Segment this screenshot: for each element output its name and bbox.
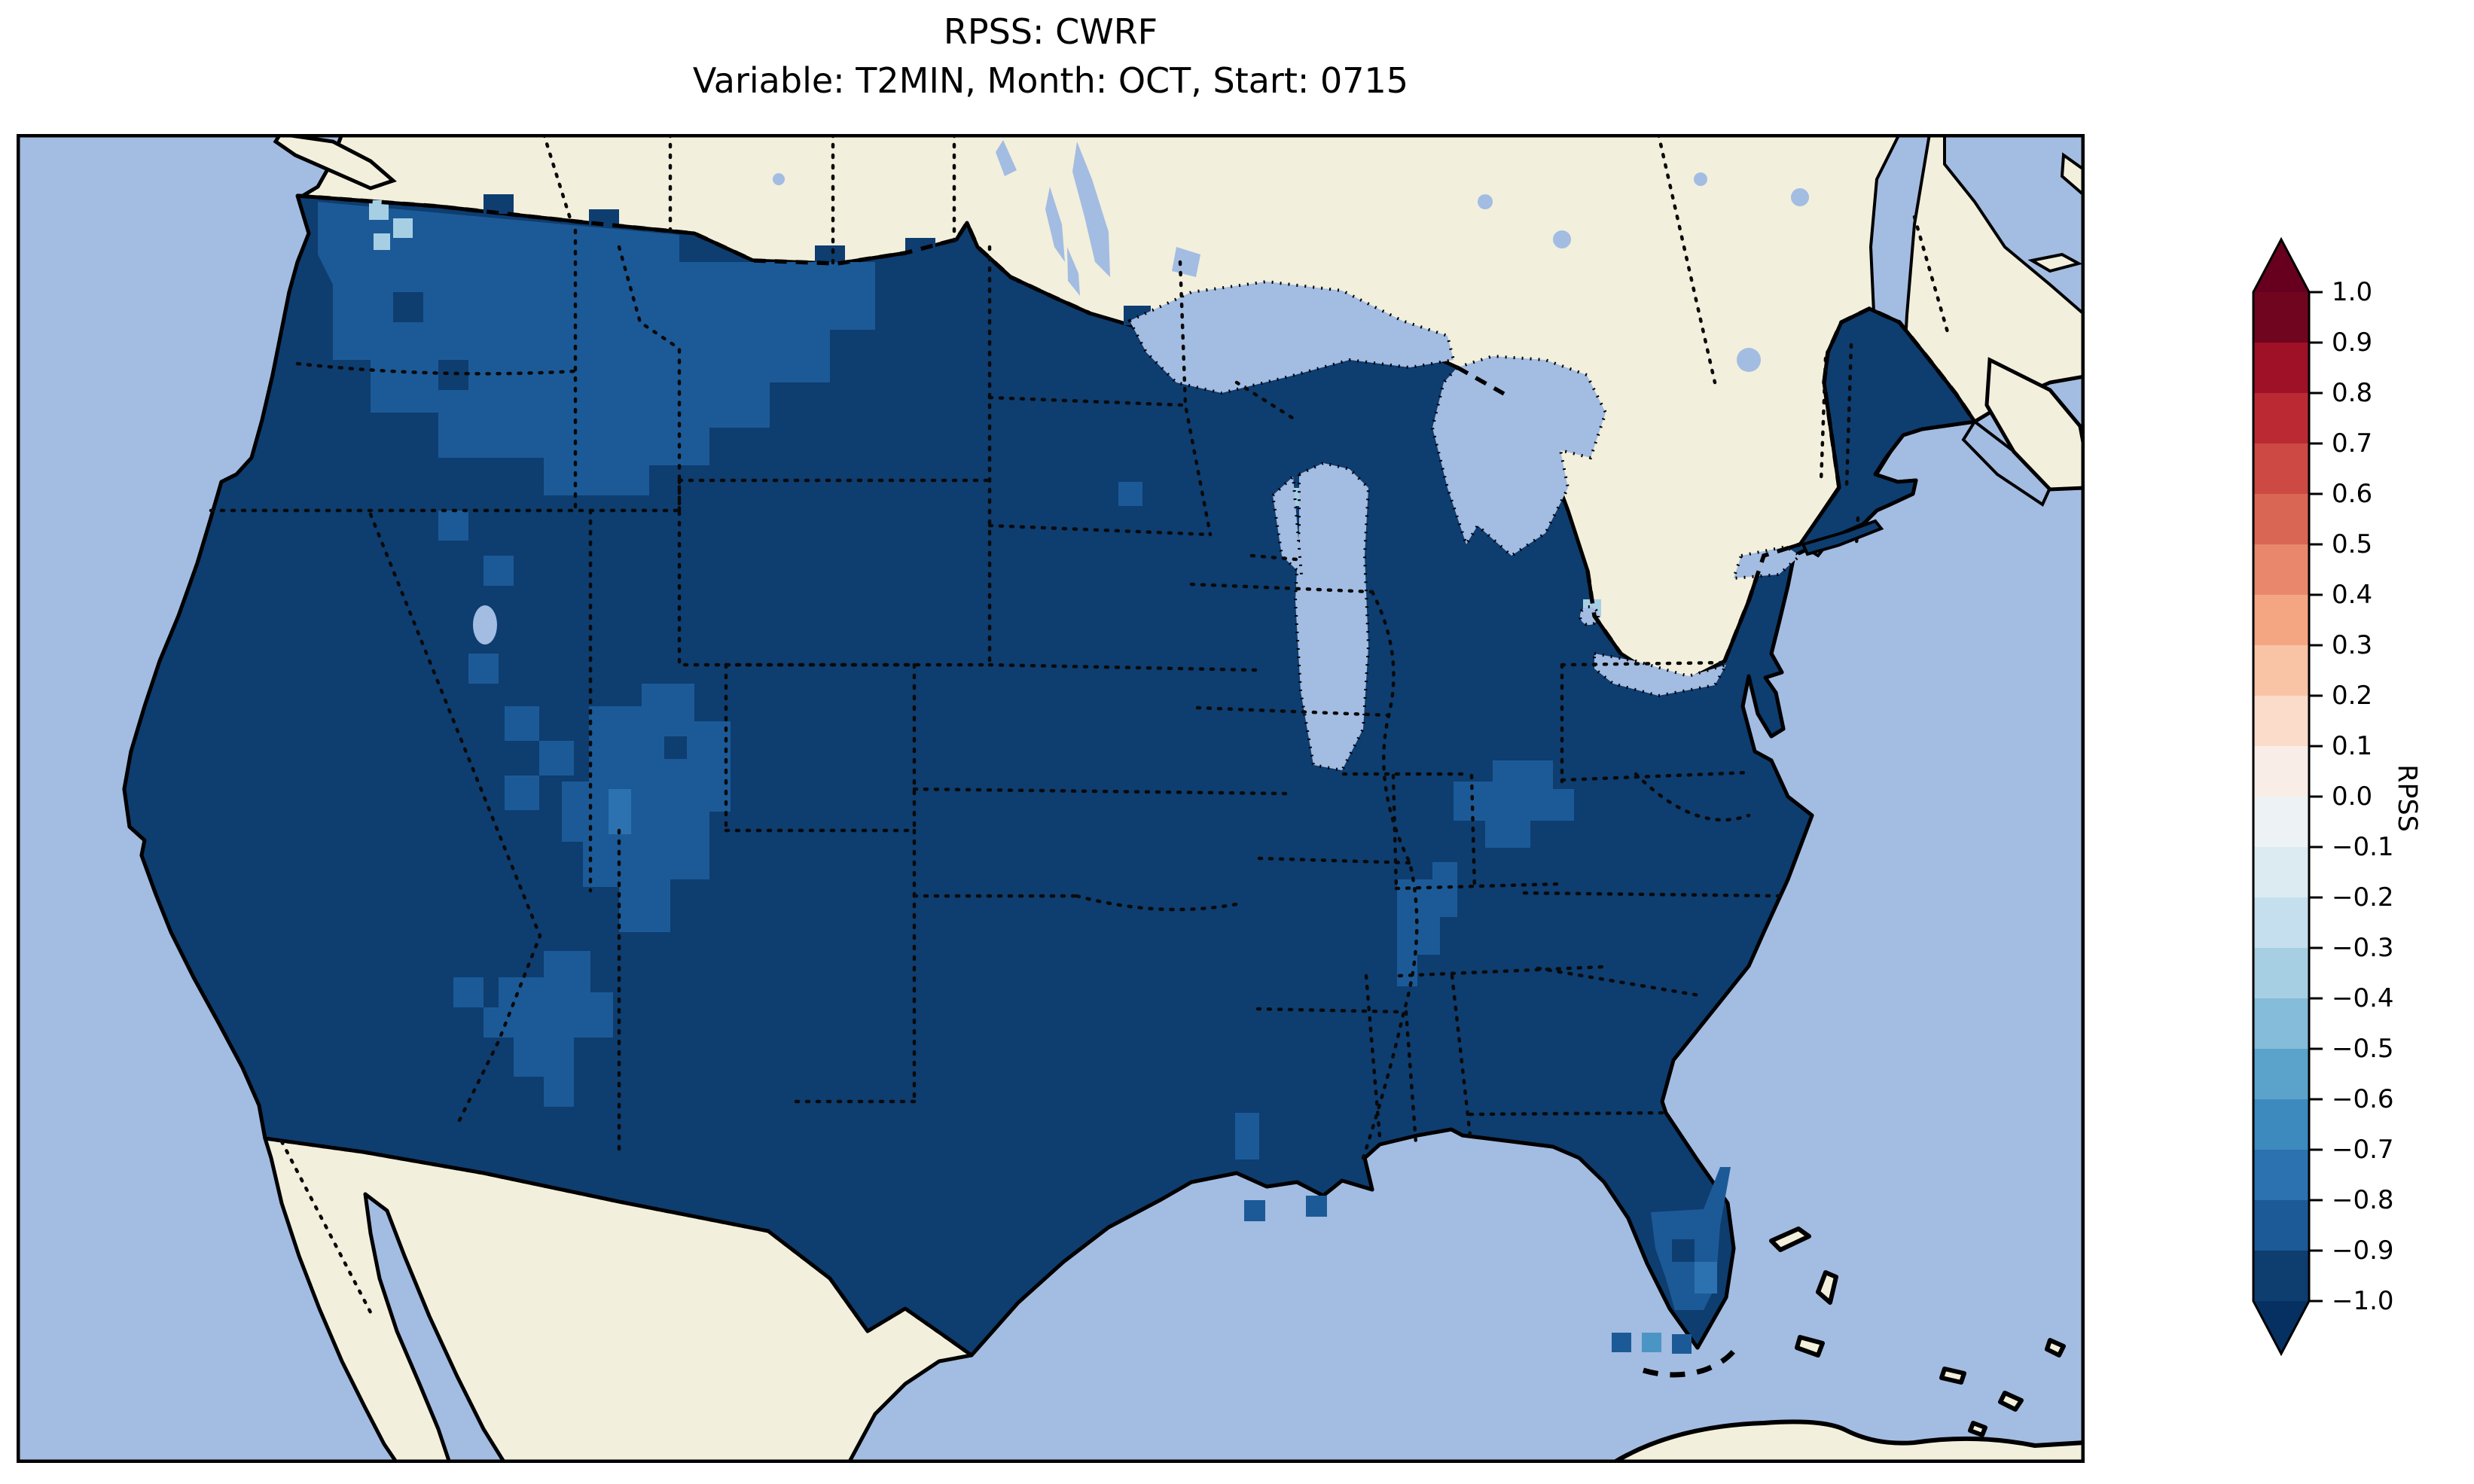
colorbar-tick-label: 0.0 [2332, 782, 2373, 812]
colorbar-tick-label: −0.3 [2332, 933, 2394, 963]
patch-pacific-northwest [318, 202, 875, 495]
colorbar-extend-upper [2253, 239, 2309, 292]
colorbar-segment [2253, 1251, 2309, 1302]
country-borders [264, 193, 1977, 1358]
colorbar-tick-label: 1.0 [2332, 277, 2373, 307]
cuba [1609, 1419, 2085, 1463]
colorbar-segment [2253, 645, 2309, 696]
colorbar-segment [2253, 292, 2309, 343]
colorbar [2228, 226, 2341, 1400]
colorbar-tick-label: −1.0 [2332, 1286, 2394, 1316]
lake-superior [1127, 279, 1456, 395]
great-salt-lake [473, 605, 497, 644]
patch-tennessee-carolina [1454, 760, 1574, 848]
cell-florida-bay-2 [1642, 1333, 1661, 1352]
rpss-m09-m08-patches [318, 202, 1731, 1354]
colorbar-segment [2253, 998, 2309, 1050]
lake-ontario [1731, 544, 1803, 580]
newfoundland-fragment [2060, 152, 2085, 198]
lake-michigan [1293, 461, 1371, 772]
title-line-2: Variable: T2MIN, Month: OCT, Start: 0715 [692, 60, 1409, 102]
patch-colorado [562, 684, 731, 932]
colorbar-tick-label: 0.6 [2332, 479, 2373, 509]
cell-colorado-m08-m07 [609, 789, 631, 834]
colorbar-segment [2253, 746, 2309, 797]
colorbar-segment [2253, 595, 2309, 646]
colorbar-tick-label: −0.5 [2332, 1034, 2394, 1064]
colorbar-segment [2253, 343, 2309, 394]
patch-new-mexico-arizona [484, 951, 613, 1077]
colorbar-tick-label: −0.9 [2332, 1236, 2394, 1266]
colorbar-tick-label: −0.1 [2332, 832, 2394, 862]
colorbar-tick-label: −0.6 [2332, 1084, 2394, 1114]
colorbar-tick-label: −0.7 [2332, 1135, 2394, 1165]
colorbar-tick-label: 0.5 [2332, 529, 2373, 559]
colorbar-tick-label: 0.1 [2332, 731, 2373, 761]
state-borders [209, 228, 1860, 1160]
nova-scotia [1984, 357, 2085, 492]
colorbar-tick-label: 0.7 [2332, 428, 2373, 459]
vancouver-island [273, 134, 397, 190]
colorbar-segment [2253, 443, 2309, 495]
colorbar-extend-lower [2253, 1301, 2309, 1354]
colorbar-segment [2253, 1150, 2309, 1201]
colorbar-axis-label: RPSS [2392, 764, 2422, 832]
colorbar-segment [2253, 897, 2309, 949]
colorbar-tick-label: 0.2 [2332, 681, 2373, 711]
colorbar-tick-label: 0.4 [2332, 580, 2373, 610]
map-frame [17, 134, 2085, 1463]
colorbar-segment [2253, 1049, 2309, 1100]
us-canada-border [297, 193, 1977, 663]
colorbar-segment [2253, 544, 2309, 596]
colorbar-segment [2253, 1200, 2309, 1251]
cell-florida-m08-m07 [1695, 1262, 1717, 1294]
cell-florida-bay-3 [1672, 1334, 1692, 1354]
colorbar-tick-label: 0.8 [2332, 378, 2373, 408]
colorbar-segment [2253, 494, 2309, 545]
colorbar-segment [2253, 393, 2309, 444]
colorbar-svg [2252, 236, 2323, 1357]
canada-lakes [773, 140, 1809, 372]
figure-title: RPSS: CWRF Variable: T2MIN, Month: OCT, … [17, 8, 2085, 106]
lake-huron [1430, 354, 1608, 558]
florida-keys [1642, 1347, 1737, 1378]
colorbar-segment [2253, 847, 2309, 898]
colorbar-segment [2253, 797, 2309, 848]
long-island [1801, 519, 1884, 556]
cell-louisiana [1235, 1113, 1259, 1159]
colorbar-tick-label: −0.4 [2332, 983, 2394, 1013]
colorbar-segment [2253, 948, 2309, 999]
bahamas-islands [1769, 1227, 2066, 1437]
us-mexico-border [264, 1136, 973, 1358]
title-line-1: RPSS: CWRF [943, 11, 1158, 52]
colorbar-tick-label: 0.3 [2332, 630, 2373, 660]
colorbar-segment [2253, 1099, 2309, 1150]
cell-florida-bay-1 [1612, 1333, 1631, 1352]
patch-alabama-georgia [1397, 862, 1457, 986]
prince-edward-island [2027, 252, 2083, 273]
colorbar-segment [2253, 696, 2309, 747]
province-borders [279, 134, 1951, 1315]
lake-st-clair [1579, 605, 1600, 626]
colorbar-tick-label: −0.8 [2332, 1185, 2394, 1215]
conus-map [17, 134, 2085, 1463]
colorbar-tick-label: −0.2 [2332, 882, 2394, 913]
map-panel [17, 134, 2085, 1463]
green-bay [1271, 473, 1304, 579]
colorbar-tick-label: 0.9 [2332, 328, 2373, 358]
